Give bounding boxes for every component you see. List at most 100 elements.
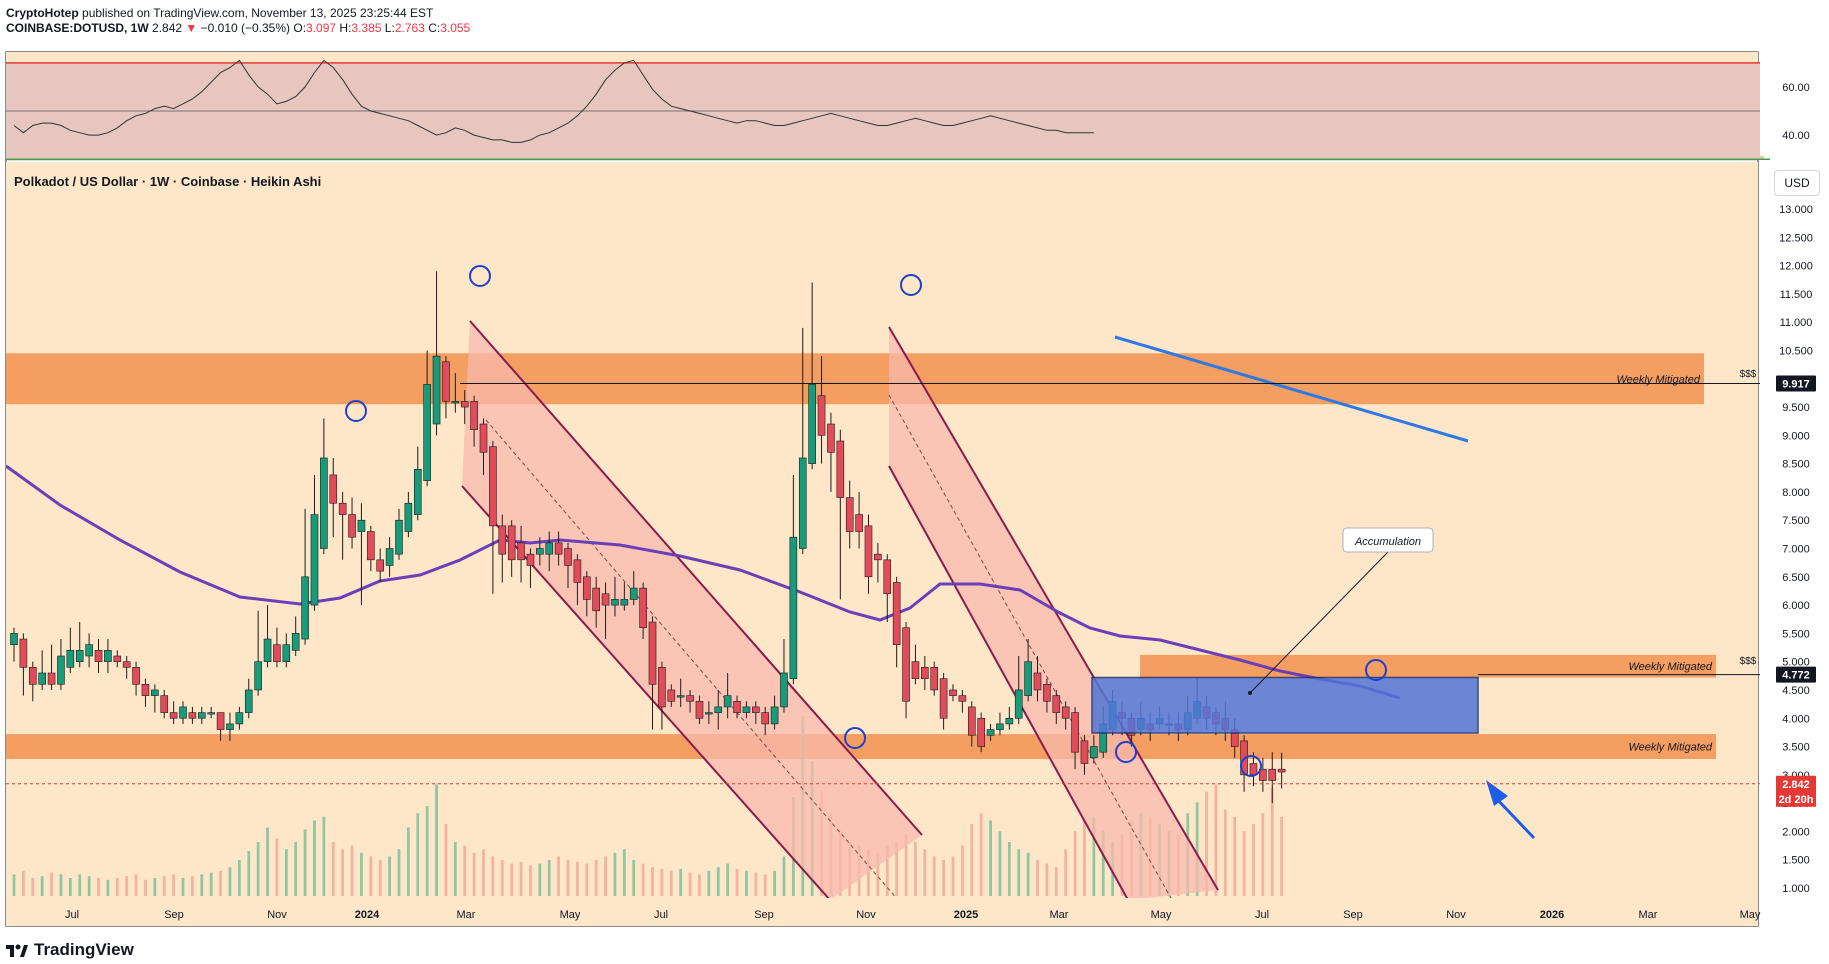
candle[interactable] (742, 701, 751, 719)
tradingview-logo[interactable]: TradingView (6, 940, 134, 960)
candle[interactable] (38, 650, 46, 690)
candle[interactable] (169, 701, 178, 724)
candle[interactable] (686, 689, 694, 713)
candle[interactable] (536, 537, 544, 566)
candle[interactable] (1090, 735, 1098, 764)
candle[interactable] (967, 701, 976, 747)
candle[interactable] (1080, 735, 1089, 775)
candle[interactable] (658, 661, 666, 730)
candle[interactable] (57, 639, 65, 690)
candle[interactable] (47, 644, 56, 690)
candle[interactable] (564, 542, 572, 589)
candle[interactable] (367, 525, 375, 572)
candle[interactable] (864, 514, 873, 594)
candle[interactable] (451, 373, 460, 413)
candle[interactable] (357, 503, 366, 606)
candle[interactable] (733, 695, 741, 719)
candle[interactable] (1024, 639, 1032, 702)
candle[interactable] (545, 531, 554, 572)
candle[interactable] (235, 706, 244, 730)
candle[interactable] (338, 491, 347, 560)
candle[interactable] (470, 395, 478, 447)
candle[interactable] (836, 429, 845, 600)
candle[interactable] (714, 689, 723, 730)
candle[interactable] (648, 616, 657, 730)
candle[interactable] (620, 582, 629, 611)
candle[interactable] (1071, 706, 1079, 770)
candle[interactable] (160, 689, 169, 719)
candle[interactable] (808, 282, 816, 470)
candle[interactable] (1043, 678, 1051, 713)
candle[interactable] (198, 706, 206, 724)
symbol-label[interactable]: COINBASE:DOTUSD, 1W (6, 21, 149, 35)
candle[interactable] (28, 661, 37, 702)
candle[interactable] (883, 554, 892, 623)
candle[interactable] (348, 497, 356, 549)
candle[interactable] (122, 656, 131, 679)
candle[interactable] (911, 644, 920, 685)
candle[interactable] (376, 548, 385, 583)
candle[interactable] (226, 712, 234, 741)
candle[interactable] (902, 622, 910, 719)
candle[interactable] (1268, 752, 1277, 804)
candle[interactable] (996, 712, 1004, 736)
candle[interactable] (629, 571, 638, 606)
candle[interactable] (573, 554, 582, 606)
candle[interactable] (958, 689, 967, 713)
candle[interactable] (986, 723, 995, 741)
candle[interactable] (930, 661, 939, 696)
candle[interactable] (94, 639, 103, 673)
candle[interactable] (798, 327, 807, 555)
candle[interactable] (489, 440, 497, 594)
candle[interactable] (442, 356, 450, 419)
candle[interactable] (132, 661, 140, 696)
candle[interactable] (1014, 656, 1023, 724)
candle[interactable] (291, 616, 300, 657)
candle[interactable] (329, 457, 338, 538)
candle[interactable] (66, 627, 75, 673)
candle[interactable] (19, 633, 28, 696)
candle[interactable] (827, 412, 835, 492)
time-axis[interactable] (6, 898, 1758, 926)
candle[interactable] (385, 537, 394, 577)
candle[interactable] (1061, 701, 1070, 730)
candle[interactable] (874, 542, 882, 583)
candle[interactable] (817, 356, 826, 464)
candle[interactable] (977, 712, 985, 753)
candle[interactable] (460, 390, 469, 425)
candle[interactable] (601, 582, 610, 640)
candle[interactable] (498, 514, 507, 583)
candle[interactable] (892, 576, 901, 668)
candle[interactable] (113, 650, 122, 668)
candle[interactable] (761, 706, 770, 736)
candle[interactable] (723, 672, 732, 719)
candle[interactable] (517, 525, 525, 583)
candle[interactable] (85, 633, 93, 668)
candle[interactable] (141, 678, 150, 707)
candle[interactable] (939, 672, 948, 730)
candle[interactable] (1033, 656, 1042, 702)
candle[interactable] (639, 582, 647, 640)
candle[interactable] (263, 605, 272, 668)
candle[interactable] (780, 639, 788, 713)
candle[interactable] (282, 633, 291, 668)
candle[interactable] (676, 678, 685, 707)
candle[interactable] (855, 491, 863, 549)
candle[interactable] (432, 271, 441, 436)
candle[interactable] (526, 548, 535, 589)
currency-button[interactable]: USD (1774, 170, 1820, 196)
candle[interactable] (216, 712, 225, 741)
candle[interactable] (188, 706, 197, 724)
candle[interactable] (695, 695, 704, 724)
axis-layer[interactable]: 13.00012.50012.00011.50011.00010.50010.0… (6, 52, 1829, 926)
candle[interactable] (413, 446, 422, 521)
candle[interactable] (104, 639, 112, 673)
candle[interactable] (789, 474, 798, 685)
candle[interactable] (423, 350, 431, 487)
candle[interactable] (592, 576, 600, 628)
candle[interactable] (254, 610, 262, 696)
candle[interactable] (611, 576, 619, 617)
candle[interactable] (1052, 689, 1061, 724)
candle[interactable] (301, 508, 309, 645)
